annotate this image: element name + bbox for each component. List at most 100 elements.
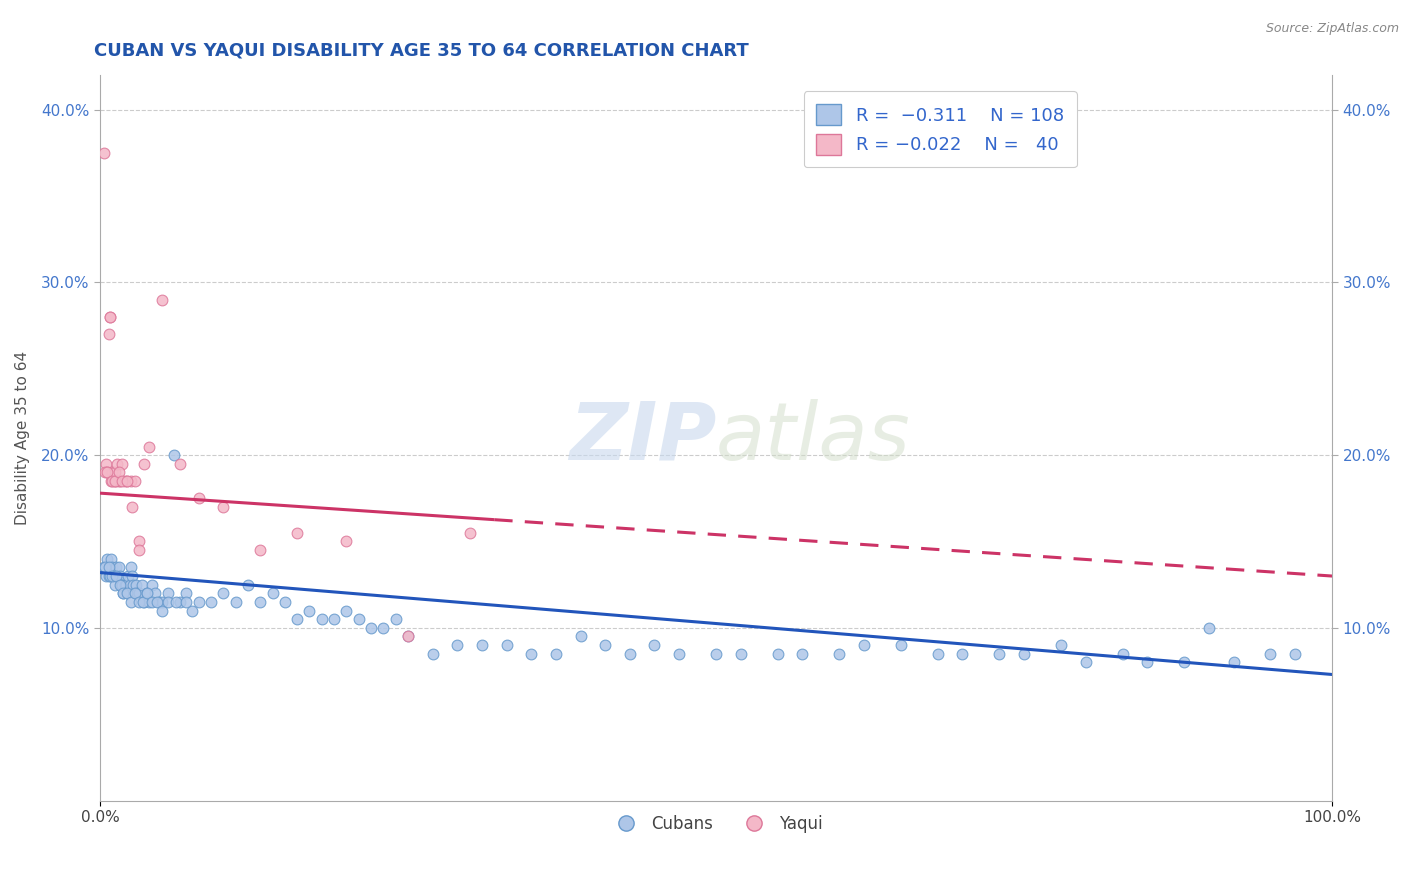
Point [347, 612, 370, 626]
Point [96, 466, 118, 480]
Point [115, 586, 138, 600]
Point [298, 604, 321, 618]
Point [704, 647, 727, 661]
Point [115, 474, 138, 488]
Point [643, 638, 665, 652]
Point [212, 586, 235, 600]
Point [169, 457, 191, 471]
Point [174, 586, 197, 600]
Point [187, 595, 209, 609]
Point [125, 577, 148, 591]
Point [1284, 647, 1306, 661]
Point [114, 577, 136, 591]
Point [128, 586, 150, 600]
Point [98, 569, 121, 583]
Point [105, 457, 128, 471]
Point [236, 577, 259, 591]
Point [384, 612, 406, 626]
Point [311, 612, 333, 626]
Point [105, 474, 128, 488]
Point [108, 474, 131, 488]
Point [128, 534, 150, 549]
Point [446, 638, 468, 652]
Point [249, 543, 271, 558]
Point [101, 466, 124, 480]
Point [121, 569, 143, 583]
Point [120, 474, 142, 488]
Point [212, 500, 235, 514]
Point [150, 604, 173, 618]
Point [1050, 638, 1073, 652]
Point [1198, 621, 1220, 635]
Point [262, 586, 284, 600]
Legend: Cubans, Yaqui: Cubans, Yaqui [603, 808, 830, 839]
Point [104, 577, 127, 591]
Point [112, 586, 135, 600]
Point [103, 474, 125, 488]
Point [852, 638, 875, 652]
Point [96, 466, 118, 480]
Point [110, 577, 132, 591]
Point [285, 525, 308, 540]
Point [323, 612, 346, 626]
Point [150, 595, 173, 609]
Point [134, 595, 156, 609]
Point [792, 647, 814, 661]
Point [927, 647, 949, 661]
Text: ZIP: ZIP [568, 399, 716, 477]
Point [335, 604, 357, 618]
Point [1111, 647, 1133, 661]
Point [988, 647, 1011, 661]
Point [97, 569, 120, 583]
Point [181, 604, 204, 618]
Point [200, 595, 222, 609]
Point [132, 595, 155, 609]
Point [94, 560, 117, 574]
Point [730, 647, 752, 661]
Point [156, 586, 179, 600]
Point [105, 569, 128, 583]
Point [285, 612, 308, 626]
Point [98, 310, 121, 324]
Point [122, 577, 145, 591]
Point [104, 466, 127, 480]
Point [128, 595, 150, 609]
Point [135, 586, 157, 600]
Point [105, 560, 128, 574]
Point [112, 586, 135, 600]
Point [128, 543, 150, 558]
Point [125, 586, 148, 600]
Point [1260, 647, 1282, 661]
Point [544, 647, 567, 661]
Point [100, 474, 122, 488]
Point [668, 647, 690, 661]
Point [120, 595, 142, 609]
Point [111, 457, 134, 471]
Point [569, 630, 592, 644]
Point [458, 525, 481, 540]
Point [94, 466, 117, 480]
Point [101, 569, 124, 583]
Point [117, 569, 139, 583]
Point [107, 560, 129, 574]
Point [156, 595, 179, 609]
Point [101, 474, 124, 488]
Point [101, 560, 124, 574]
Point [108, 569, 131, 583]
Point [107, 474, 129, 488]
Point [396, 630, 419, 644]
Point [93, 560, 115, 574]
Point [118, 577, 141, 591]
Point [120, 560, 142, 574]
Point [96, 457, 118, 471]
Point [890, 638, 912, 652]
Text: atlas: atlas [716, 399, 911, 477]
Point [115, 586, 138, 600]
Point [163, 448, 186, 462]
Point [108, 577, 131, 591]
Text: CUBAN VS YAQUI DISABILITY AGE 35 TO 64 CORRELATION CHART: CUBAN VS YAQUI DISABILITY AGE 35 TO 64 C… [94, 42, 748, 60]
Point [141, 595, 163, 609]
Point [1222, 656, 1244, 670]
Point [520, 647, 543, 661]
Point [97, 560, 120, 574]
